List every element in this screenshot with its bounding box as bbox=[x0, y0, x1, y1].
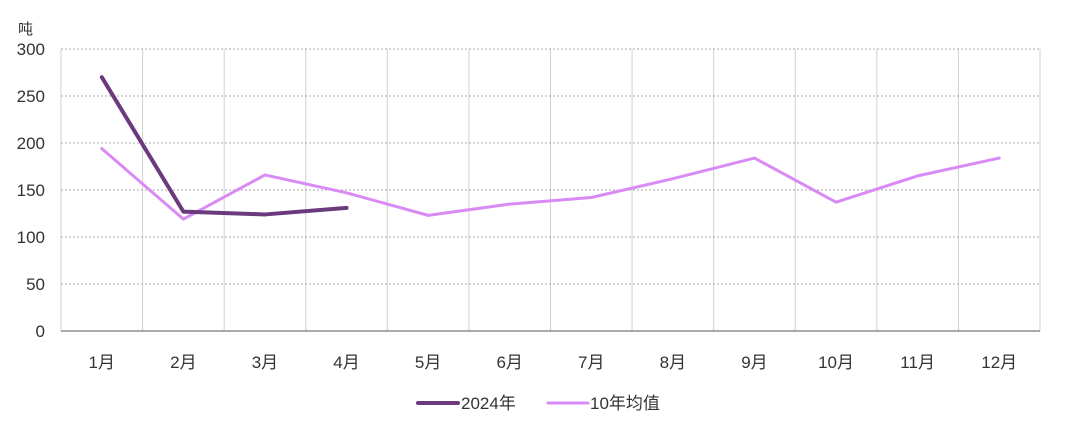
x-tick-label: 12月 bbox=[981, 353, 1017, 372]
y-tick-label: 0 bbox=[36, 322, 45, 341]
series-line-2 bbox=[100, 147, 1001, 221]
x-tick-label: 4月 bbox=[333, 353, 359, 372]
y-tick-label: 100 bbox=[17, 228, 45, 247]
legend-label: 10年均值 bbox=[590, 394, 660, 413]
y-tick-label: 150 bbox=[17, 181, 45, 200]
x-tick-label: 6月 bbox=[496, 353, 522, 372]
x-tick-label: 10月 bbox=[818, 353, 854, 372]
legend-label: 2024年 bbox=[461, 394, 516, 413]
legend: 2024年 10年均值 bbox=[416, 394, 660, 413]
x-tick-label: 2月 bbox=[170, 353, 196, 372]
x-tick-label: 1月 bbox=[89, 353, 115, 372]
y-tick-label: 50 bbox=[26, 275, 45, 294]
x-tick-label: 11月 bbox=[900, 353, 935, 372]
x-tick-label: 8月 bbox=[660, 353, 686, 372]
y-tick-label: 250 bbox=[17, 87, 45, 106]
axis-layer: 0 50 100 150 200 250 300 1月 2月 3月 4月 5月 6月 7月 8月 9月 10月 1… bbox=[17, 40, 1040, 372]
x-tick-label: 5月 bbox=[415, 353, 441, 372]
series-layer bbox=[99, 75, 1001, 221]
grid-layer bbox=[60, 48, 1041, 331]
y-axis-unit-label: 吨 bbox=[18, 21, 33, 38]
x-tick-label: 3月 bbox=[252, 353, 278, 372]
y-tick-label: 300 bbox=[17, 40, 45, 59]
y-tick-label: 200 bbox=[17, 134, 45, 153]
x-tick-label: 7月 bbox=[578, 353, 604, 372]
x-tick-label: 9月 bbox=[741, 353, 767, 372]
series-line-1 bbox=[99, 75, 349, 217]
